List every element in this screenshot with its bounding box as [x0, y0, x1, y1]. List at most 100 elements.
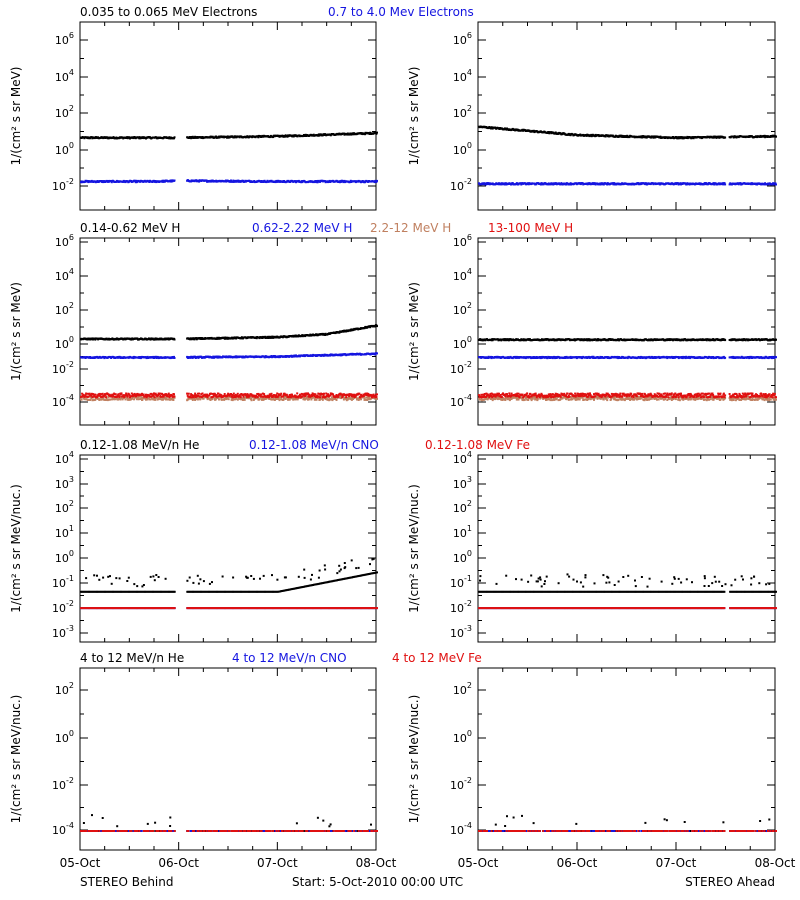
data-point — [128, 394, 131, 397]
data-point — [376, 397, 378, 400]
data-point — [190, 393, 193, 396]
data-point — [103, 357, 106, 360]
data-point — [101, 392, 104, 395]
data-point — [266, 335, 269, 338]
data-point — [93, 395, 96, 398]
data-point — [232, 392, 235, 395]
data-point — [283, 397, 285, 400]
data-point — [372, 397, 375, 400]
data-point — [764, 182, 767, 185]
data-point — [109, 398, 112, 401]
data-point — [118, 395, 121, 398]
data-point — [154, 337, 157, 340]
data-point — [329, 394, 332, 397]
data-point — [173, 179, 176, 182]
legend-entry: 0.035 to 0.065 MeV Electrons — [80, 5, 257, 19]
data-point — [585, 338, 588, 341]
data-point — [171, 397, 174, 400]
data-point — [230, 179, 232, 182]
data-point — [288, 394, 291, 396]
data-point — [591, 355, 594, 358]
data-point — [161, 179, 164, 182]
data-point — [173, 338, 176, 341]
data-point — [217, 396, 220, 399]
data-point — [121, 398, 124, 401]
data-point — [607, 339, 610, 342]
data-point — [302, 398, 305, 401]
data-point — [319, 397, 322, 400]
data-point — [724, 136, 727, 139]
data-point — [339, 395, 342, 398]
data-point — [676, 137, 678, 140]
y-tick-label: 100 — [453, 335, 472, 351]
data-point — [215, 394, 218, 397]
data-point — [287, 397, 290, 400]
data-point — [279, 396, 282, 399]
data-point — [86, 180, 89, 182]
data-point — [257, 392, 260, 395]
data-point — [94, 338, 97, 341]
data-point — [338, 181, 341, 184]
data-point — [722, 183, 725, 186]
data-point — [614, 135, 617, 138]
data-point — [376, 393, 378, 396]
data-point — [90, 394, 93, 397]
data-point — [626, 134, 629, 137]
data-point — [362, 393, 365, 396]
data-point — [275, 398, 278, 400]
data-point — [672, 136, 674, 138]
data-point — [104, 399, 107, 401]
data-point — [146, 398, 149, 401]
data-point — [266, 394, 269, 397]
data-point — [112, 395, 115, 398]
data-point — [519, 339, 522, 342]
data-point — [334, 395, 337, 398]
data-point — [625, 136, 628, 138]
data-point — [122, 397, 125, 400]
data-point — [223, 337, 226, 340]
data-point — [164, 396, 167, 399]
data-point — [173, 395, 176, 398]
data-point — [317, 134, 320, 137]
data-point — [717, 135, 720, 138]
data-point — [164, 394, 167, 397]
data-point — [91, 399, 94, 402]
data-point — [158, 392, 161, 395]
data-point — [146, 395, 149, 398]
data-point — [205, 179, 208, 182]
data-point — [763, 183, 766, 186]
data-point — [503, 183, 506, 186]
data-point — [190, 137, 193, 140]
data-point — [328, 179, 331, 182]
data-point — [519, 182, 522, 185]
data-point — [97, 398, 100, 400]
data-point — [344, 394, 347, 396]
data-points — [80, 324, 378, 402]
data-point — [230, 398, 233, 401]
data-point — [332, 398, 335, 400]
data-point — [152, 355, 155, 358]
data-point — [597, 338, 599, 341]
data-point — [124, 398, 127, 401]
data-point — [118, 355, 121, 358]
data-point — [196, 394, 199, 397]
data-point — [491, 338, 494, 341]
data-point — [117, 398, 120, 400]
data-point — [199, 395, 202, 398]
data-point — [140, 394, 143, 396]
data-point — [247, 397, 250, 400]
data-point — [376, 325, 378, 328]
data-point — [100, 395, 102, 398]
data-point — [293, 395, 296, 398]
data-point — [89, 399, 92, 401]
data-point — [598, 357, 601, 359]
data-point — [259, 393, 262, 396]
data-point — [721, 182, 724, 185]
data-point — [223, 393, 226, 395]
data-point — [676, 136, 679, 139]
data-point — [547, 131, 550, 133]
data-point — [103, 394, 106, 397]
